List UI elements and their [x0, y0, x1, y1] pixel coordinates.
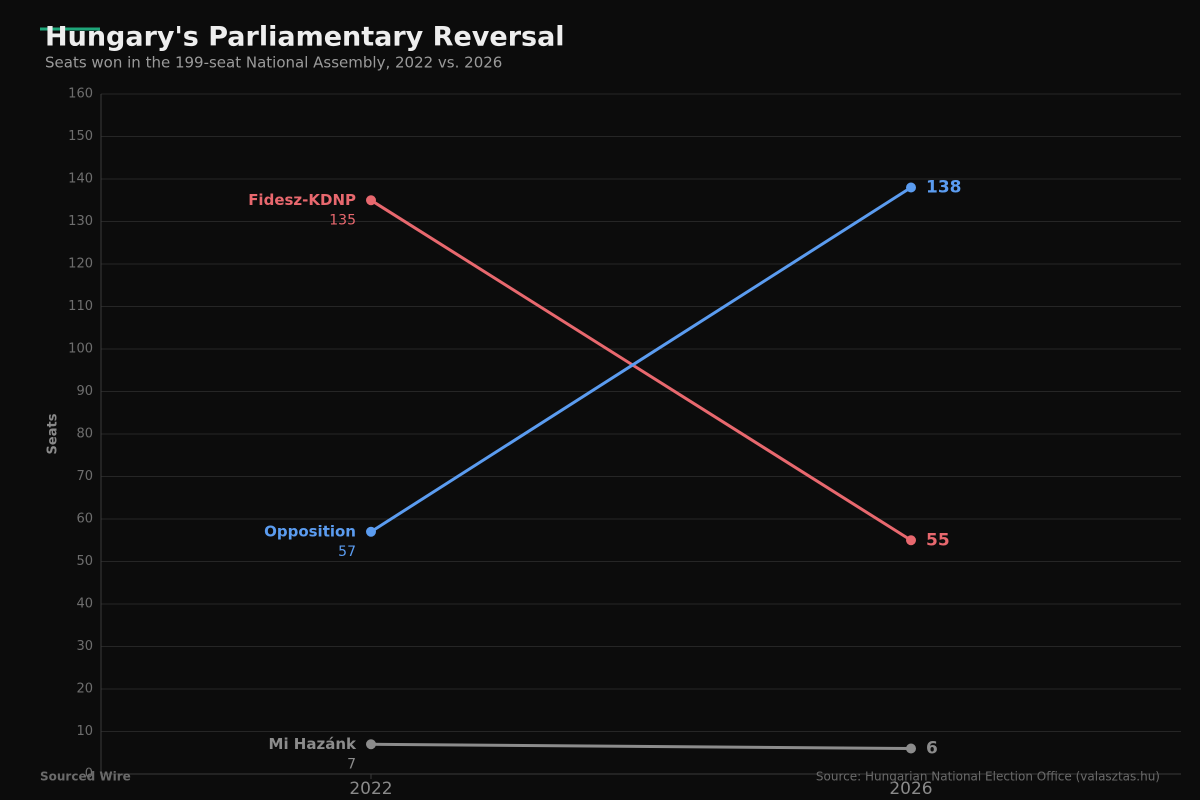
chart-subtitle: Seats won in the 199-seat National Assem…: [45, 54, 502, 72]
value-label: 57: [338, 544, 356, 560]
y-tick-label: 160: [68, 87, 93, 102]
y-tick-label: 40: [76, 597, 93, 612]
value-label: 138: [926, 178, 962, 198]
y-tick-label: 10: [76, 724, 93, 739]
series-name-label: Opposition: [264, 522, 356, 540]
series-line: [370, 742, 912, 750]
plot-area: 0 10 20 30 40 50 60 70 80 90 100 110 120 130 140 150 160…: [68, 87, 1181, 799]
point: [366, 739, 376, 750]
series-name-label: Mi Hazánk: [269, 735, 357, 753]
y-tick-label: 0: [85, 767, 93, 782]
source-note: Source: Hungarian National Election Offi…: [816, 770, 1160, 784]
series-name-label: Fidesz-KDNP: [248, 191, 356, 209]
value-label: 6: [926, 739, 938, 759]
x-tick-label: 2026: [889, 779, 932, 799]
value-label: 135: [329, 212, 356, 228]
series-line: [370, 198, 912, 542]
y-tick-label: 150: [68, 129, 93, 144]
y-tick-label: 90: [76, 384, 93, 399]
footer-brand: Sourced Wire: [40, 770, 131, 784]
point: [906, 743, 916, 754]
value-label: 7: [347, 756, 356, 772]
x-tick-label: 2022: [349, 779, 392, 799]
point: [906, 182, 916, 193]
y-tick-label: 80: [76, 427, 93, 442]
point: [906, 535, 916, 546]
y-tick-label: 50: [76, 554, 93, 569]
y-tick-label: 100: [68, 342, 93, 357]
chart-title: Hungary's Parliamentary Reversal: [45, 22, 565, 53]
y-axis-label: Seats: [46, 413, 61, 454]
y-tick-label: 30: [76, 639, 93, 654]
series-line: [370, 186, 912, 534]
y-tick-label: 130: [68, 214, 93, 229]
y-tick-label: 110: [68, 299, 93, 314]
y-tick-label: 70: [76, 469, 93, 484]
y-tick-label: 20: [76, 682, 93, 697]
point: [366, 526, 376, 537]
point: [366, 195, 376, 206]
y-tick-label: 140: [68, 172, 93, 187]
y-tick-label: 120: [68, 257, 93, 272]
value-label: 55: [926, 530, 950, 550]
y-tick-label: 60: [76, 512, 93, 527]
